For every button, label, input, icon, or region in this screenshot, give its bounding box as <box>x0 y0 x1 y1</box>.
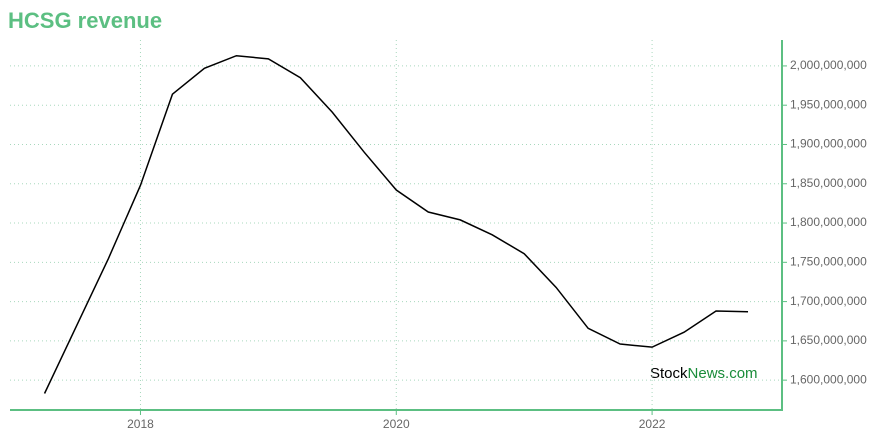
y-tick-label: 1,800,000,000 <box>790 215 867 229</box>
y-tick-label: 1,750,000,000 <box>790 254 867 268</box>
y-tick-label: 1,950,000,000 <box>790 97 867 111</box>
y-tick-label: 1,700,000,000 <box>790 294 867 308</box>
line-series <box>43 54 749 394</box>
y-tick-label: 1,900,000,000 <box>790 137 867 151</box>
y-tick-label: 1,850,000,000 <box>790 176 867 190</box>
y-tick-label: 1,650,000,000 <box>790 333 867 347</box>
y-tick-label: 1,600,000,000 <box>790 372 867 386</box>
x-tick-label: 2022 <box>639 417 666 431</box>
chart-title: HCSG revenue <box>8 8 162 33</box>
watermark-part: News.com <box>688 365 758 382</box>
x-tick-label: 2020 <box>383 417 410 431</box>
x-tick-label: 2018 <box>127 417 154 431</box>
watermark: StockNews.com <box>650 365 758 382</box>
watermark-part: Stock <box>650 365 688 382</box>
y-tick-label: 2,000,000,000 <box>790 58 867 72</box>
